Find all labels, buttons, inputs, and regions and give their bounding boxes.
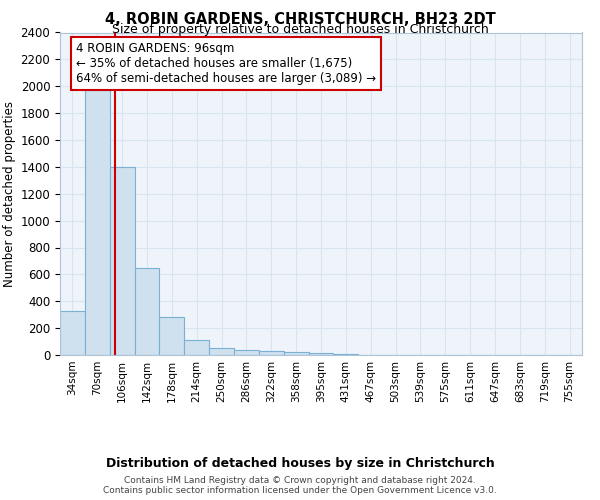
Bar bbox=[334, 354, 358, 355]
Bar bbox=[110, 167, 134, 355]
Bar bbox=[308, 353, 334, 355]
Bar bbox=[209, 348, 234, 355]
Text: Size of property relative to detached houses in Christchurch: Size of property relative to detached ho… bbox=[112, 22, 488, 36]
Text: 4, ROBIN GARDENS, CHRISTCHURCH, BH23 2DT: 4, ROBIN GARDENS, CHRISTCHURCH, BH23 2DT bbox=[104, 12, 496, 28]
Bar bbox=[160, 318, 184, 355]
Bar bbox=[184, 340, 209, 355]
Text: Distribution of detached houses by size in Christchurch: Distribution of detached houses by size … bbox=[106, 458, 494, 470]
Text: 4 ROBIN GARDENS: 96sqm
← 35% of detached houses are smaller (1,675)
64% of semi-: 4 ROBIN GARDENS: 96sqm ← 35% of detached… bbox=[76, 42, 376, 85]
Y-axis label: Number of detached properties: Number of detached properties bbox=[4, 101, 16, 287]
Bar bbox=[134, 268, 160, 355]
Bar bbox=[259, 351, 284, 355]
Bar bbox=[234, 350, 259, 355]
Bar bbox=[60, 310, 85, 355]
Text: Contains HM Land Registry data © Crown copyright and database right 2024.
Contai: Contains HM Land Registry data © Crown c… bbox=[103, 476, 497, 495]
Bar bbox=[284, 352, 308, 355]
Bar bbox=[85, 90, 110, 355]
